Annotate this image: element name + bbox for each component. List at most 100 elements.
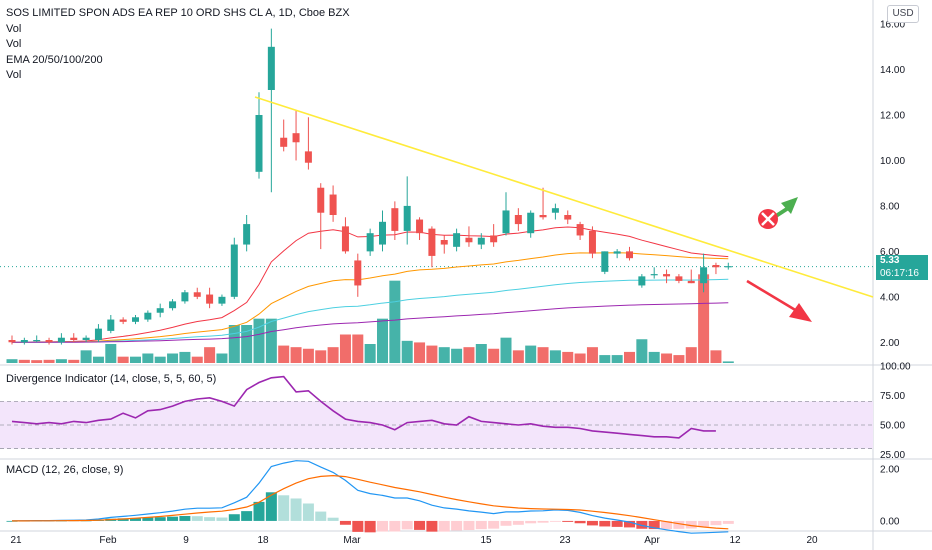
candle-body [181,292,189,302]
candle-body [453,233,461,247]
macd-histogram-bar [228,514,240,521]
candle-body [193,292,201,297]
macd-histogram-bar [599,520,611,527]
volume-bar [352,334,364,363]
macd-histogram-bar [500,520,512,526]
volume-bar [154,356,166,363]
candle-body [527,212,535,234]
macd-histogram-bar [611,520,623,527]
candle-body [416,219,424,234]
divergence-tick-label: 75.00 [880,391,905,402]
candle-body [391,208,399,231]
macd-histogram-bar [401,520,413,530]
volume-bar [722,361,734,363]
candle-body [45,340,53,343]
volume-bar [216,353,228,363]
volume-bar [31,360,43,363]
volume-bar [512,350,524,363]
macd-histogram-bar [512,520,524,525]
candle-body [613,251,621,254]
candle-body [502,210,510,234]
volume-bar [278,345,290,363]
macd-tick-label: 0.00 [880,516,900,527]
macd-panel-title[interactable]: MACD (12, 26, close, 9) [6,464,124,476]
divergence-panel-title[interactable]: Divergence Indicator (14, close, 5, 5, 6… [6,373,217,385]
macd-histogram-bar [154,517,166,521]
volume-bar [290,347,302,363]
price-tick-label: 14.00 [880,65,905,76]
indicator-ema[interactable]: EMA 20/50/100/200 [6,53,103,66]
candle-body [564,215,572,220]
volume-bar [698,274,710,363]
indicator-vol-1[interactable]: Vol [6,22,22,35]
macd-histogram-bar [290,498,302,521]
macd-histogram-bar [253,501,265,521]
price-tick-label: 16.00 [880,20,905,31]
volume-bar [6,359,18,363]
volume-bar [241,325,253,363]
indicator-vol-3[interactable]: Vol [6,69,22,81]
volume-bar [586,347,598,363]
candle-body [230,244,238,297]
macd-histogram-bar [685,520,697,529]
price-tick-label: 6.00 [880,247,900,258]
macd-histogram-bar [438,520,450,532]
volume-bar [426,345,438,363]
candle-body [317,187,325,213]
volume-bar [710,350,722,363]
macd-histogram-bar [525,520,537,524]
candle-body [428,228,436,256]
macd-histogram-bar [586,520,598,526]
volume-bar [549,350,561,363]
candle-body [243,224,251,245]
volume-bar [142,353,154,363]
ema-50-line [11,252,729,343]
indicator-vol-2[interactable]: Vol [6,38,22,50]
time-tick-label: 9 [183,535,189,546]
volume-bar [364,344,376,363]
macd-histogram-bar [549,520,561,522]
ema-100-line [11,278,729,343]
candle-body [663,274,671,277]
volume-bar [562,351,574,363]
macd-line [11,460,729,534]
candle-body [724,266,732,268]
macd-histogram-bar [327,517,339,521]
candle-body [403,205,411,231]
candle-body [292,133,300,143]
candle-body [379,221,386,245]
trendline [254,96,874,298]
volume-bar [574,353,586,363]
volume-bar [475,344,487,363]
candle-body [267,46,275,90]
signal-line [12,474,729,530]
candle-body [514,215,522,225]
volume-bar [525,345,537,363]
macd-tick-label: 2.00 [880,465,900,476]
symbol-title[interactable]: SOS LIMITED SPON ADS EA REP 10 ORD SHS C… [6,7,350,19]
candle-body [280,137,288,147]
candle-body [329,194,337,215]
down-arrow-head [789,303,812,322]
down-arrow-shaft [746,279,798,313]
volume-bar [389,280,401,363]
volume-bar [68,359,80,363]
volume-bar [685,347,697,363]
time-tick-label: 18 [257,535,269,546]
macd-histogram-bar [142,517,154,521]
candle-body [206,294,214,304]
candle-body [33,340,41,342]
volume-bar [228,325,240,363]
volume-bar [265,318,277,363]
price-tick-label: 4.00 [880,292,900,303]
volume-bar [327,347,339,363]
volume-bar [302,348,314,363]
candle-body [477,237,485,245]
price-tick-label: 12.00 [880,111,905,122]
currency-button[interactable]: USD [887,5,919,23]
volume-bar [648,351,660,363]
macd-histogram-bar [698,520,710,527]
time-tick-label: 20 [806,535,818,546]
macd-histogram-bar [710,520,722,526]
